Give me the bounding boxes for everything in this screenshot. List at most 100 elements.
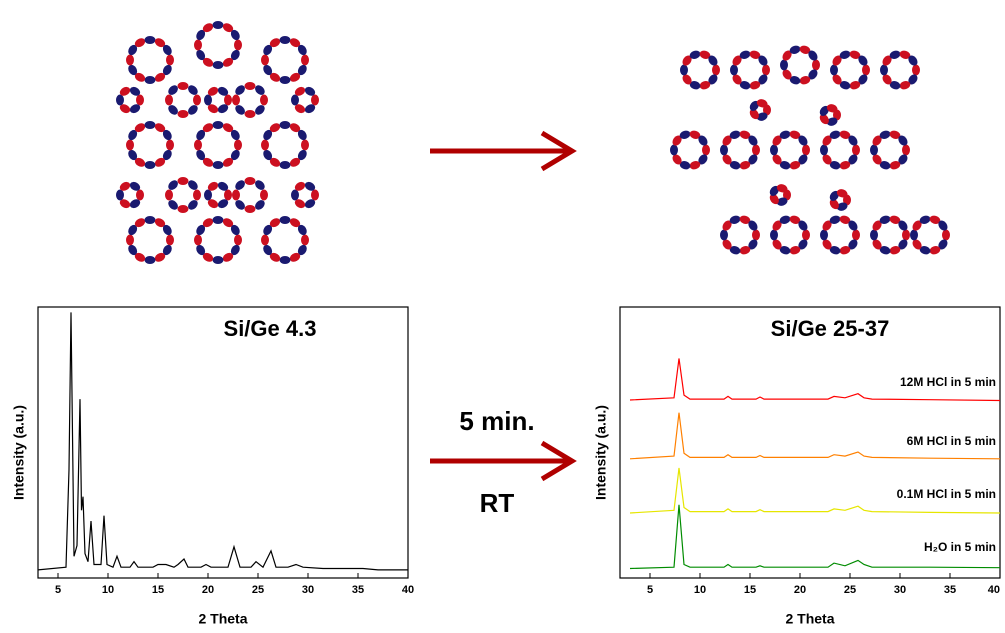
atom: [882, 74, 892, 85]
atom: [193, 189, 201, 201]
atom: [829, 161, 841, 170]
atom: [839, 81, 851, 90]
atom: [722, 220, 732, 231]
atom: [862, 64, 870, 76]
atom: [290, 189, 300, 201]
series-line: [629, 412, 1001, 460]
atom: [789, 215, 801, 224]
atom: [168, 200, 178, 210]
x-tick-label: 35: [352, 584, 364, 596]
atom: [222, 218, 234, 228]
atom: [739, 130, 751, 139]
atom: [722, 154, 732, 165]
atom: [789, 246, 801, 255]
atom: [762, 64, 770, 76]
atom: [162, 224, 172, 236]
atom: [212, 215, 224, 225]
atom: [162, 64, 172, 76]
atom: [134, 38, 146, 48]
atom: [756, 99, 768, 108]
atom: [255, 200, 265, 210]
atom: [833, 109, 841, 121]
atom: [304, 86, 316, 96]
atom: [798, 220, 808, 231]
atom: [279, 75, 291, 85]
atom: [255, 105, 265, 115]
atom: [798, 135, 808, 146]
atom: [902, 144, 910, 156]
atom: [872, 154, 882, 165]
atom: [269, 252, 281, 262]
atom: [255, 85, 265, 95]
atom: [193, 139, 203, 151]
atom: [929, 246, 941, 255]
atom: [294, 181, 306, 191]
atom: [822, 135, 832, 146]
atom: [269, 38, 281, 48]
atom: [836, 202, 848, 211]
series-label: 6M HCl in 5 min: [907, 434, 996, 448]
atom: [119, 181, 131, 191]
atom: [125, 234, 135, 246]
atom: [304, 104, 316, 114]
atom: [129, 181, 141, 191]
atom: [202, 123, 214, 133]
atom: [776, 197, 788, 206]
atom: [708, 74, 718, 85]
atom: [311, 94, 319, 106]
atom: [230, 224, 240, 236]
y-axis-label: Intensity (a.u.): [593, 405, 609, 500]
atom: [297, 149, 307, 161]
atom: [144, 215, 156, 225]
atom: [672, 154, 682, 165]
atom: [819, 114, 829, 125]
atom: [244, 176, 256, 186]
atom: [144, 120, 156, 130]
charts: 5 10 15 20 25 30 35 40 Si/Ge 4.3 2 Theta Intensity…: [11, 306, 1001, 627]
atom: [852, 229, 860, 241]
atom: [207, 104, 219, 114]
atom: [263, 64, 273, 76]
atom: [263, 129, 273, 141]
atom: [802, 144, 810, 156]
atom: [128, 129, 138, 141]
atom: [119, 104, 131, 114]
atom: [222, 57, 234, 67]
atom: [289, 218, 301, 228]
atom: [260, 54, 270, 66]
atom: [769, 185, 779, 196]
atom: [899, 81, 911, 90]
atom: [858, 55, 868, 66]
atom: [128, 64, 138, 76]
atom: [235, 105, 245, 115]
atom: [202, 157, 214, 167]
atom: [188, 85, 198, 95]
atom: [869, 144, 879, 156]
atom: [899, 50, 911, 59]
atom: [902, 229, 910, 241]
atom: [260, 189, 268, 201]
atom: [689, 50, 701, 59]
atom: [779, 215, 791, 224]
atom: [848, 239, 858, 250]
atom: [919, 215, 931, 224]
atom: [832, 55, 842, 66]
atom: [193, 94, 201, 106]
atom: [128, 149, 138, 161]
atom: [168, 85, 178, 95]
atom: [739, 246, 751, 255]
atom: [739, 215, 751, 224]
x-tick-label: 30: [894, 584, 906, 596]
atom: [212, 20, 224, 30]
atom: [217, 199, 229, 209]
atom: [779, 59, 789, 71]
atom: [119, 199, 131, 209]
atom: [162, 149, 172, 161]
atom: [234, 139, 242, 151]
arrow-top: [430, 130, 577, 172]
atom: [217, 104, 229, 114]
atom: [789, 45, 801, 54]
atom: [799, 45, 811, 54]
atom: [224, 94, 232, 106]
atom: [942, 229, 950, 241]
